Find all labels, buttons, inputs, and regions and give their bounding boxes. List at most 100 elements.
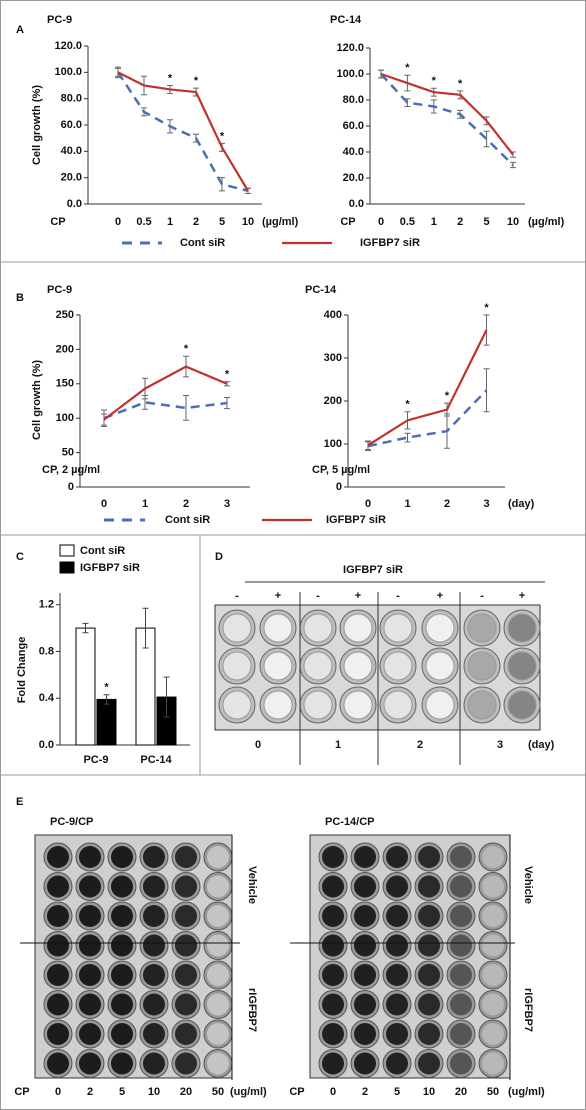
- well-inner: [47, 993, 69, 1016]
- well-inner: [467, 613, 497, 643]
- treatment-sign: -: [235, 590, 239, 602]
- well-inner: [143, 1052, 165, 1075]
- y-tick-label: 250: [56, 309, 74, 321]
- y-tick-label: 100.0: [54, 66, 82, 78]
- treatment-sign: +: [519, 590, 525, 602]
- significance: *: [484, 302, 489, 314]
- well-inner: [143, 934, 165, 957]
- well-inner: [354, 964, 376, 986]
- well-inner: [450, 934, 472, 957]
- treatment-sign: -: [480, 590, 484, 602]
- column-label: 50: [212, 1086, 224, 1098]
- x-tick-label: 0: [365, 498, 371, 510]
- well-inner: [175, 993, 197, 1016]
- x-unit: (µg/ml): [528, 216, 565, 228]
- well-inner: [386, 846, 408, 868]
- well-inner: [354, 846, 376, 868]
- well-inner: [303, 690, 333, 720]
- x-tick-label: 3: [224, 498, 230, 510]
- error-bar: [483, 130, 490, 148]
- legend-label: Cont siR: [165, 514, 210, 526]
- well-inner: [111, 875, 133, 898]
- well-inner: [143, 875, 165, 898]
- y-tick-label: 150: [56, 378, 74, 390]
- series-line: [380, 72, 514, 156]
- x-tick-label: 0.5: [400, 216, 415, 228]
- well-inner: [386, 905, 408, 927]
- y-axis-label: Cell growth (%): [31, 360, 43, 440]
- error-bar: [103, 694, 110, 705]
- well-inner: [482, 846, 504, 868]
- column-label: 5: [394, 1086, 400, 1098]
- error-bar: [82, 622, 89, 634]
- y-tick-label: 120.0: [336, 42, 364, 54]
- well-inner: [450, 846, 472, 868]
- treatment-sign: +: [275, 590, 281, 602]
- well-inner: [354, 934, 376, 957]
- well-inner: [79, 1052, 101, 1075]
- column-label: 5: [119, 1086, 125, 1098]
- y-tick-label: 60.0: [61, 119, 82, 131]
- x-prefix: CP: [14, 1086, 29, 1098]
- column-label: 2: [87, 1086, 93, 1098]
- y-tick-label: 200: [324, 395, 342, 407]
- well-inner: [143, 993, 165, 1016]
- well-inner: [207, 1052, 229, 1075]
- x-unit: (ug/ml): [508, 1086, 545, 1098]
- y-tick-label: 300: [324, 352, 342, 364]
- well-inner: [354, 993, 376, 1016]
- y-tick-label: 0.0: [349, 198, 364, 210]
- x-tick-label: 0: [115, 216, 121, 228]
- well-inner: [418, 993, 440, 1016]
- well-inner: [47, 1052, 69, 1075]
- well-inner: [418, 1023, 440, 1045]
- y-tick-label: 100.0: [336, 68, 364, 80]
- day-label: 3: [497, 739, 503, 751]
- well-inner: [482, 934, 504, 957]
- y-tick-label: 0.8: [39, 645, 54, 657]
- x-prefix: CP: [50, 216, 65, 228]
- significance: *: [220, 130, 225, 142]
- legend-label: IGFBP7 siR: [360, 237, 420, 249]
- well-inner: [175, 1023, 197, 1045]
- well-inner: [343, 690, 373, 720]
- y-tick-label: 80.0: [343, 94, 364, 106]
- column-label: 50: [487, 1086, 499, 1098]
- well-inner: [383, 690, 413, 720]
- y-tick-label: 50: [62, 447, 74, 459]
- y-tick-label: 1.2: [39, 599, 54, 611]
- well-inner: [418, 905, 440, 927]
- well-inner: [79, 875, 101, 898]
- column-label: 2: [362, 1086, 368, 1098]
- well-inner: [207, 846, 229, 868]
- well-inner: [79, 934, 101, 957]
- x-tick-label: 5: [484, 216, 490, 228]
- x-tick-label: 2: [183, 498, 189, 510]
- well-inner: [482, 875, 504, 898]
- series-line: [380, 73, 514, 166]
- significance: *: [225, 369, 230, 381]
- well-inner: [143, 905, 165, 927]
- well-inner: [322, 934, 344, 957]
- well-inner: [47, 846, 69, 868]
- well-inner: [111, 905, 133, 927]
- well-inner: [386, 1052, 408, 1075]
- x-tick-label: PC-14: [140, 754, 172, 766]
- column-label: 0: [330, 1086, 336, 1098]
- y-tick-label: 60.0: [343, 120, 364, 132]
- column-label: 20: [180, 1086, 192, 1098]
- well-inner: [507, 690, 537, 720]
- chart-title: PC-9: [47, 14, 72, 26]
- column-label: 10: [423, 1086, 435, 1098]
- y-tick-label: 0: [68, 481, 74, 493]
- x-tick-label: 1: [404, 498, 410, 510]
- well-inner: [482, 1052, 504, 1075]
- significance: *: [405, 399, 410, 411]
- well-inner: [418, 964, 440, 986]
- well-inner: [343, 613, 373, 643]
- x-tick-label: 0: [378, 216, 384, 228]
- well-inner: [322, 1023, 344, 1045]
- well-inner: [79, 905, 101, 927]
- significance: *: [405, 62, 410, 74]
- row-label: Vehicle: [246, 866, 258, 904]
